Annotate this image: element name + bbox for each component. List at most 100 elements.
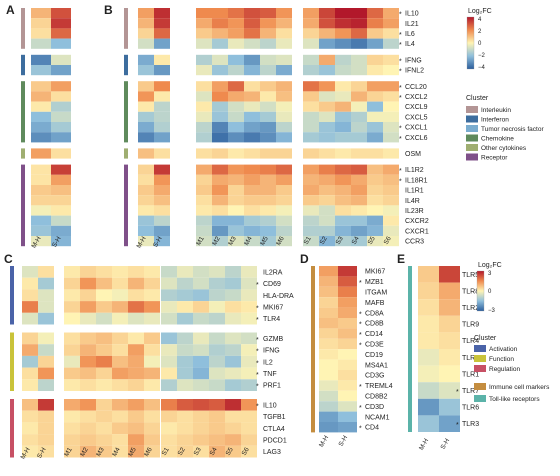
cell-b-cxcl2-m6 — [276, 91, 292, 102]
sig-mark-d-cd3e: * — [359, 343, 362, 350]
cell-b-il1r1-m3 — [228, 185, 244, 196]
heatmaps: M-H S-H M-H S-H M1 M2 M3 M4 M5 M6 S1 S2 S3 S4 S5 S6* IL1… — [10, 8, 483, 461]
cell-b-cxcl2-m-h — [138, 91, 154, 102]
cell-c-hla-dra-s2 — [177, 289, 193, 302]
cell-c-il10-s2 — [177, 399, 193, 411]
cell-d-ncam1-s-h — [338, 411, 357, 422]
row-label-d-cd8b: CD8B — [365, 321, 384, 328]
cell-c-cd69-m2 — [80, 277, 96, 290]
group-bar-a-receptor — [21, 164, 25, 247]
row-label-d-cd8a: CD8A — [365, 310, 384, 317]
cell-b-il23r-m1 — [196, 205, 212, 216]
cell-b-cxcr1-s5 — [367, 225, 383, 236]
cell-b-ifnl2-s4 — [351, 65, 367, 76]
cell-b-il23r-m5 — [260, 205, 276, 216]
cell-d-mzb1-m-h — [319, 276, 338, 287]
cell-b-il18r1-s1 — [303, 174, 319, 185]
cell-c-tlr4-m6 — [144, 312, 160, 325]
row-label-b-cxcl9: CXCL9 — [405, 104, 428, 111]
cell-d-cd14-s-h — [338, 328, 357, 339]
cell-c-tnf-s6 — [241, 367, 257, 380]
cell-b-ccr3-s6 — [383, 236, 399, 247]
row-label-c-cd69: CD69 — [263, 281, 281, 288]
col-label-d-m-h: M-H — [318, 434, 330, 448]
cell-c-tlr4-m5 — [128, 312, 144, 325]
cell-e-tlr7-s-h — [439, 382, 460, 399]
cell-b-il21-m6 — [276, 18, 292, 29]
cell-b-osm-s1 — [303, 148, 319, 159]
row-label-e-tlr2: TLR2 — [462, 305, 479, 312]
cell-b-cxcl9-s4 — [351, 101, 367, 112]
cell-c-il2-m5 — [128, 355, 144, 368]
cell-a-cxcl1-m-h — [31, 122, 51, 133]
cell-e-tlr7-m-h — [418, 382, 439, 399]
cell-b-il18r1-s5 — [367, 174, 383, 185]
cell-c-tnf-s1 — [161, 367, 177, 380]
cell-b-il23r-s5 — [367, 205, 383, 216]
cell-b-il10-m-h — [138, 8, 154, 19]
cell-c-ctla4-s6 — [241, 422, 257, 435]
cell-c-cd69-s3 — [193, 277, 209, 290]
cell-a-osm-m-h — [31, 148, 51, 159]
col-label-b-m2: M2 — [211, 235, 222, 247]
cell-b-cxcl1-m4 — [244, 122, 260, 133]
sig-mark-c-gzmb: * — [256, 337, 259, 344]
row-label-e-tlr4: TLR4 — [462, 338, 479, 345]
cell-b-il18r1-s4 — [351, 174, 367, 185]
cell-c-tlr4-s1 — [161, 312, 177, 325]
cell-c-il10-m5 — [128, 399, 144, 411]
cell-c-ifng-s3 — [193, 344, 209, 356]
cell-b-cxcl6-m3 — [228, 132, 244, 143]
cell-c-il2-s4 — [209, 355, 225, 368]
sig-mark-b-il4: * — [399, 42, 402, 49]
cell-b-osm-m2 — [212, 148, 228, 159]
col-label-e-m-h: M-H — [418, 437, 430, 451]
cell-b-cxcr1-m-h — [138, 225, 154, 236]
cell-c-gzmb-s-h — [38, 332, 54, 345]
cell-c-il10-s5 — [225, 399, 241, 411]
cell-c-hla-dra-m2 — [80, 289, 96, 302]
group-bar-b-interleukin — [124, 8, 128, 49]
cell-c-cd69-s6 — [241, 277, 257, 290]
cell-e-tlr2-m-h — [418, 299, 439, 316]
cell-b-osm-m-h — [138, 148, 154, 159]
cell-b-osm-m5 — [260, 148, 276, 159]
cell-c-pdcd1-m5 — [128, 434, 144, 446]
legend-bottom-label-function: Function — [489, 356, 514, 363]
cell-c-prf1-s4 — [209, 379, 225, 391]
panel-letter-a: A — [6, 3, 15, 17]
cell-b-ccr3-s2 — [319, 236, 335, 247]
cell-b-il1r1-s4 — [351, 185, 367, 196]
cell-c-cd69-m3 — [96, 277, 112, 290]
cell-b-ccl20-m6 — [276, 81, 292, 92]
cell-c-tgfb1-s-h — [38, 410, 54, 423]
legend-bottom-swatch-function — [474, 355, 486, 362]
cell-b-il4r-s2 — [319, 195, 335, 206]
cell-a-ccr3-s-h — [51, 236, 71, 247]
cell-b-cxcl9-m2 — [212, 101, 228, 112]
group-bar-b-interferon — [124, 54, 128, 76]
cell-a-il1r1-m-h — [31, 185, 51, 196]
cell-c-prf1-s2 — [177, 379, 193, 391]
cell-c-il2ra-m2 — [80, 266, 96, 278]
row-label-d-mafb: MAFB — [365, 300, 385, 307]
cell-d-cd8b-s-h — [338, 318, 357, 329]
cell-e-tlr8-m-h — [418, 282, 439, 300]
cell-b-ccl20-s1 — [303, 81, 319, 92]
cell-c-tlr4-s6 — [241, 312, 257, 325]
cell-c-il10-m1 — [64, 399, 80, 411]
cell-c-hla-dra-m6 — [144, 289, 160, 302]
cell-c-mki67-m-h — [22, 301, 38, 313]
cell-b-il18r1-m4 — [244, 174, 260, 185]
legend-bottom: Log₂FC 3 0 −3 Cluster Activation Function… — [474, 262, 550, 403]
cell-c-gzmb-m5 — [128, 332, 144, 345]
cell-c-tgfb1-m4 — [112, 410, 128, 423]
cell-b-il1r2-m3 — [228, 164, 244, 175]
cell-b-ifng-s3 — [335, 54, 351, 65]
cell-b-cxcr2-s1 — [303, 215, 319, 226]
cell-b-cxcr1-s3 — [335, 225, 351, 236]
cell-b-cxcl2-s2 — [319, 91, 335, 102]
cell-b-il21-m5 — [260, 18, 276, 29]
cell-b-cxcr2-m1 — [196, 215, 212, 226]
cell-b-il4r-m3 — [228, 195, 244, 206]
